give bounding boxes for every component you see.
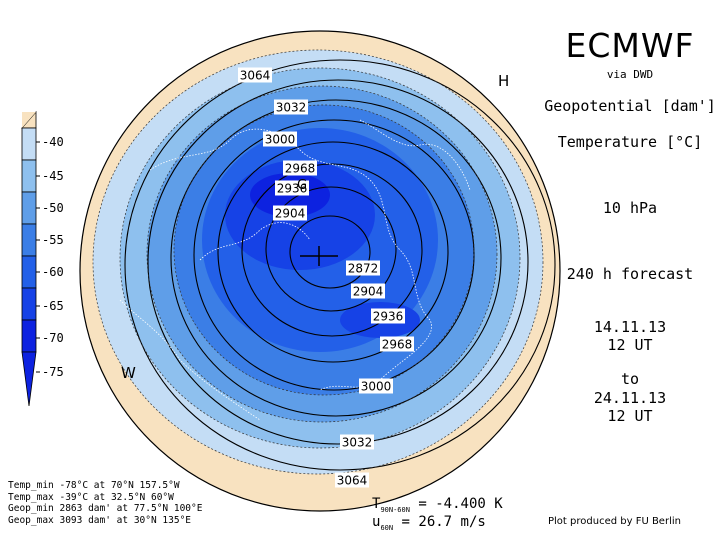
colorbar-label-1: -45 [42, 169, 64, 183]
coastlines [119, 119, 471, 421]
contour-label-3: 2968 [283, 160, 317, 176]
colorbar-label-2: -50 [42, 201, 64, 215]
t-symbol: T [372, 496, 381, 512]
svg-text:2968: 2968 [285, 162, 316, 176]
temperature-isolines [92, 49, 544, 475]
valid-date: 24.11.13 [593, 389, 667, 407]
valid-time: 12 UT [607, 407, 653, 425]
contour-label-10: 3000 [359, 378, 393, 394]
svg-text:3000: 3000 [265, 133, 296, 147]
svg-text:2936: 2936 [373, 310, 404, 324]
contour-label-5: 2904 [273, 205, 307, 221]
colorbar-label-4: -60 [42, 265, 64, 279]
u-symbol: u [372, 514, 381, 530]
svg-text:2968: 2968 [382, 338, 413, 352]
svg-text:2904: 2904 [275, 207, 306, 221]
contour-labels: 3064 3032 3000 2968 2936 2904 2872 2904 2936 2968… [238, 67, 414, 488]
contour-label-6: 2872 [346, 260, 380, 276]
temp-diagnostic: T90N-60N = -4.400 K [372, 496, 503, 514]
colorbar-label-7: -75 [42, 365, 64, 379]
contour-label-12: 3064 [335, 472, 369, 488]
temp-min: Temp_min -78°C at 70°N 157.5°W [8, 480, 180, 491]
contour-label-4: 2936 [275, 180, 309, 196]
colorbar-label-5: -65 [42, 299, 64, 313]
geop-min: Geop_min 2863 dam' at 77.5°N 100°E [8, 503, 203, 515]
t-value: = -4.400 K [418, 496, 503, 512]
u-value: = 26.7 m/s [401, 514, 486, 530]
pressure-level: 10 hPa [602, 199, 658, 217]
colorbar [21, 110, 40, 407]
model-title: ECMWF [565, 26, 695, 65]
svg-text:3032: 3032 [276, 101, 307, 115]
contour-label-2: 3000 [263, 131, 297, 147]
west-marker: W [121, 364, 136, 382]
wind-diagnostic: u60N = 26.7 m/s [372, 514, 486, 532]
svg-text:3000: 3000 [361, 380, 392, 394]
init-time: 12 UT [607, 336, 653, 354]
colorbar-label-3: -55 [42, 233, 64, 247]
svg-text:2904: 2904 [353, 285, 384, 299]
init-date: 14.11.13 [593, 318, 667, 336]
svg-text:3032: 3032 [342, 436, 373, 450]
high-marker: H [498, 72, 510, 90]
geop-max: Geop_max 3093 dam' at 30°N 135°E [8, 514, 192, 526]
contour-label-11: 3032 [340, 434, 374, 450]
to-label: to [620, 370, 640, 388]
plot-credit: Plot produced by FU Berlin [548, 516, 681, 527]
forecast-lead: 240 h forecast [566, 265, 694, 283]
u-subscript: 60N [380, 523, 394, 532]
variable-temperature: Temperature [°C] [557, 133, 703, 151]
contour-label-9: 2968 [380, 336, 414, 352]
colorbar-label-6: -70 [42, 331, 64, 345]
contour-label-1: 3032 [274, 99, 308, 115]
contour-label-0: 3064 [238, 67, 272, 83]
contour-label-8: 2936 [371, 308, 405, 324]
temp-max: Temp_max -39°C at 32.5°N 60°W [8, 491, 174, 503]
variable-geopotential: Geopotential [dam'] [544, 97, 716, 115]
high-center-marker: G [297, 178, 308, 193]
map-boundary [79, 30, 561, 512]
contour-label-7: 2904 [351, 283, 385, 299]
svg-text:3064: 3064 [240, 69, 271, 83]
colorbar-label-0: -40 [42, 135, 64, 149]
extremes-stats: Temp_min -78°C at 70°N 157.5°W Temp_max … [8, 480, 202, 526]
t-subscript: 90N-60N [380, 505, 410, 514]
geopotential-contours [124, 59, 556, 471]
svg-text:3064: 3064 [337, 474, 368, 488]
data-source: via DWD [606, 68, 654, 81]
svg-text:2936: 2936 [277, 182, 308, 196]
svg-text:2872: 2872 [348, 262, 379, 276]
